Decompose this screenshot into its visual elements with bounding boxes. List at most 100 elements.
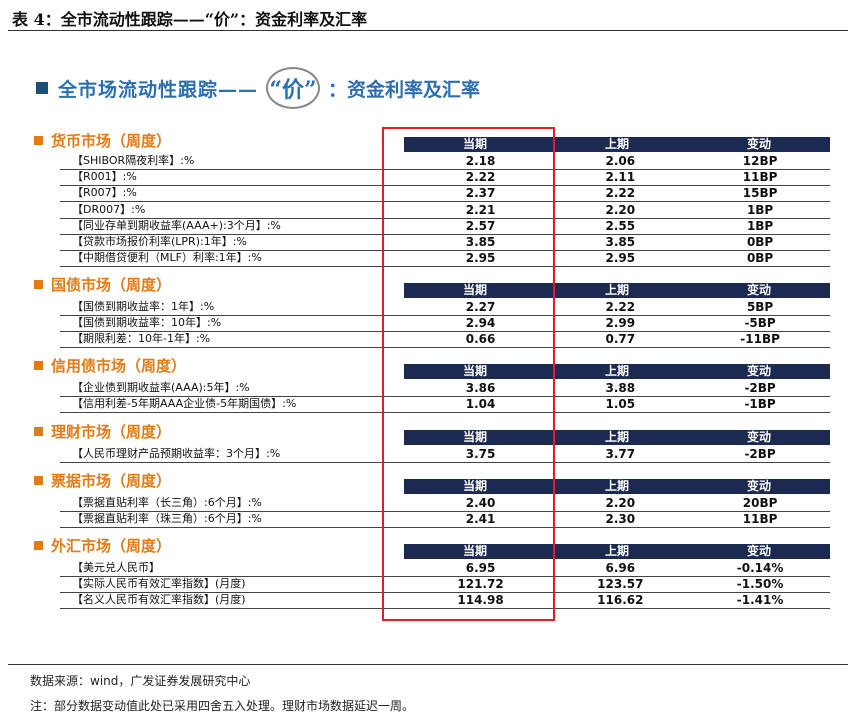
header-current: 当期 [462,364,487,378]
value-current: 2.37 [465,186,496,201]
value-change: -5BP [744,316,776,331]
table-row: 【票据直贴利率（长三角）:6个月】:% 2.40 2.20 20BP [60,495,830,512]
value-change: -2BP [744,381,776,395]
table-row: 【人民币理财产品预期收益率：3个月】:% 3.75 3.77 -2BP [60,446,830,463]
value-current: 3.85 [465,235,496,249]
value-current: 3.86 [465,381,496,395]
header-change: 变动 [746,544,771,558]
header-previous: 上期 [604,283,629,297]
table-row: 【R001】:% 2.22 2.11 11BP [60,169,830,187]
table-row: 【名义人民币有效汇率指数】(月度) 114.98 116.62 -1.41% [60,592,830,610]
value-change: -11BP [740,332,780,347]
header-current: 当期 [462,137,487,151]
value-previous: 116.62 [597,593,644,608]
section-title: 国债市场（周度） [34,274,171,294]
value-previous: 3.88 [605,381,636,395]
value-change: -0.14% [736,561,784,575]
value-previous: 2.95 [605,251,636,266]
row-label: 【SHIBOR隔夜利率】:% [72,154,195,167]
value-change: 0BP [746,235,774,249]
table-row: 【信用利差-5年期AAA企业债-5年期国债】:% 1.04 1.05 -1BP [60,396,830,414]
value-previous: 2.20 [605,202,636,217]
section-title-text: 外汇市场（周度） [51,536,172,555]
value-previous: 3.77 [605,447,636,461]
value-current: 121.72 [457,577,504,592]
value-current: 2.94 [465,316,496,331]
value-change: -1BP [744,397,776,412]
row-label: 【美元兑人民币】 [72,561,160,574]
header-change: 变动 [746,283,771,297]
row-label: 【期限利差：10年-1年】:% [72,332,211,346]
row-label: 【国债到期收益率：1年】:% [72,300,215,313]
data-source: 数据来源：wind，广发证券发展研究中心 [30,674,251,688]
header-change: 变动 [746,364,771,378]
column-header-row: 当期 上期 变动 [404,137,830,152]
value-previous: 123.57 [597,577,644,592]
column-header-row: 当期 上期 变动 [404,430,830,445]
banner: 全市场流动性跟踪—— “价” ：资金利率及汇率 [36,67,481,109]
value-change: -1.50% [736,577,784,592]
header-current: 当期 [462,283,487,297]
column-header-row: 当期 上期 变动 [404,283,830,298]
header-previous: 上期 [604,137,629,151]
value-current: 6.95 [465,561,496,575]
value-current: 114.98 [457,593,504,608]
row-label: 【R007】:% [72,186,137,200]
header-current: 当期 [462,430,487,444]
row-label: 【实际人民币有效汇率指数】(月度) [72,577,246,591]
section-square-icon [34,475,43,485]
row-label: 【企业债到期收益率(AAA):5年】:% [72,381,250,394]
bottom-divider [8,664,848,665]
row-label: 【中期借贷便利（MLF）利率:1年】:% [72,251,262,265]
value-previous: 2.55 [605,218,636,233]
row-label: 【DR007】:% [72,202,146,216]
value-current: 2.57 [465,218,496,233]
row-label: 【国债到期收益率：10年】:% [72,316,222,330]
table-row: 【SHIBOR隔夜利率】:% 2.18 2.06 12BP [60,153,830,170]
table-row: 【期限利差：10年-1年】:% 0.66 0.77 -11BP [60,331,830,349]
value-previous: 2.06 [605,154,636,168]
current-period-highlight [382,127,555,621]
value-change: 0BP [746,251,774,266]
section-square-icon [34,135,43,145]
section-square-icon [34,540,43,550]
value-change: 1BP [746,202,774,217]
table-row: 【国债到期收益率：10年】:% 2.94 2.99 -5BP [60,315,830,333]
section-title-text: 票据市场（周度） [51,471,172,490]
value-change: 11BP [742,512,778,527]
banner-square-icon [36,82,48,94]
value-previous: 6.96 [605,561,636,575]
value-current: 2.41 [465,512,496,527]
value-previous: 2.99 [605,316,636,331]
table-row: 【贷款市场报价利率(LPR):1年】:% 3.85 3.85 0BP [60,234,830,251]
value-current: 2.27 [465,300,496,314]
table-row: 【同业存单到期收益率(AAA+):3个月】:% 2.57 2.55 1BP [60,218,830,235]
header-change: 变动 [746,479,771,493]
table-row: 【企业债到期收益率(AAA):5年】:% 3.86 3.88 -2BP [60,380,830,397]
header-previous: 上期 [604,479,629,493]
section-square-icon [34,279,43,289]
table-row: 【票据直贴利率（珠三角）:6个月】:% 2.41 2.30 11BP [60,511,830,529]
value-previous: 3.85 [605,235,636,249]
value-current: 0.66 [465,332,496,347]
row-label: 【同业存单到期收益率(AAA+):3个月】:% [72,218,281,232]
value-previous: 2.30 [605,512,636,527]
value-previous: 2.22 [605,300,636,314]
section-title-text: 理财市场（周度） [51,422,172,441]
banner-text-right: ：资金利率及汇率 [328,78,481,101]
section-title: 外汇市场（周度） [34,535,171,555]
header-change: 变动 [746,137,771,151]
section-title: 货币市场（周度） [34,130,171,150]
row-label: 【名义人民币有效汇率指数】(月度) [72,593,246,607]
table-row: 【实际人民币有效汇率指数】(月度) 121.72 123.57 -1.50% [60,576,830,594]
column-header-row: 当期 上期 变动 [404,479,830,494]
section-square-icon [34,426,43,436]
section-title: 票据市场（周度） [34,470,171,490]
column-header-row: 当期 上期 变动 [404,364,830,379]
value-change: 11BP [742,170,778,185]
row-label: 【票据直贴利率（长三角）:6个月】:% [72,496,262,509]
header-previous: 上期 [604,544,629,558]
column-header-row: 当期 上期 变动 [404,544,830,559]
value-change: -2BP [744,447,776,461]
row-label: 【贷款市场报价利率(LPR):1年】:% [72,235,247,248]
